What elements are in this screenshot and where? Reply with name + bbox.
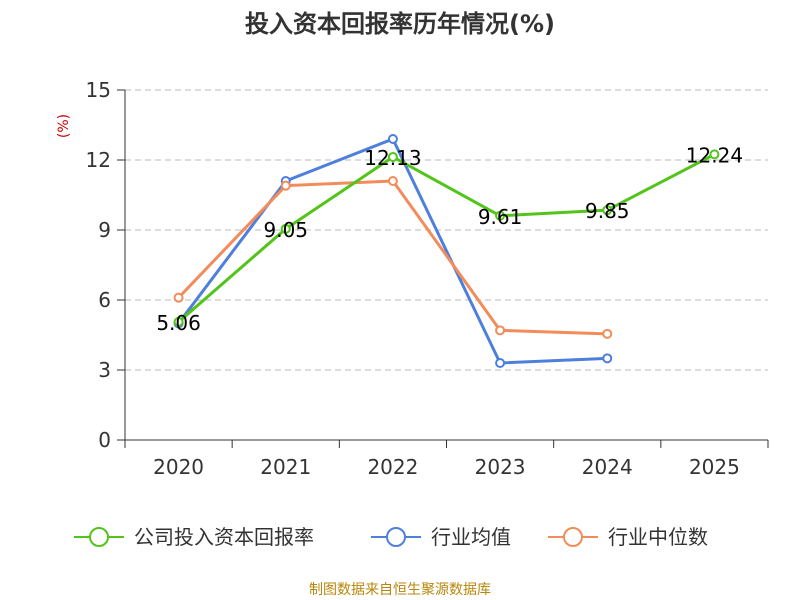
point-0-2022 bbox=[387, 151, 398, 162]
series-line-2 bbox=[177, 179, 608, 336]
point-2-2020 bbox=[173, 292, 184, 303]
point-0-2020 bbox=[173, 316, 184, 327]
x-tick-label-2023: 2023 bbox=[475, 455, 526, 479]
chart-title: 投入资本回报率历年情况(%) bbox=[245, 10, 555, 38]
y-tick-label: 0 bbox=[98, 428, 111, 452]
data-label-2020: 5.06 bbox=[156, 311, 201, 335]
y-axis-label: (%) bbox=[56, 114, 72, 138]
grid bbox=[125, 89, 768, 371]
x-tick-label-2022: 2022 bbox=[367, 455, 418, 479]
legend-marker-0 bbox=[89, 527, 109, 547]
point-0-2023 bbox=[495, 210, 506, 221]
x-ticks: 2020 2021 2022 2023 2024 2025 bbox=[124, 440, 769, 479]
point-1-2023 bbox=[495, 358, 506, 368]
series-lines bbox=[177, 137, 716, 365]
x-tick-label-2025: 2025 bbox=[689, 455, 740, 479]
point-1-2022 bbox=[387, 134, 398, 144]
point-2-2023 bbox=[495, 325, 506, 336]
x-tick-label-2020: 2020 bbox=[153, 455, 204, 479]
x-tick-label-2024: 2024 bbox=[582, 455, 633, 479]
point-0-2021 bbox=[280, 223, 291, 234]
y-ticks: 0 3 6 9 12 15 bbox=[86, 78, 125, 452]
data-label-2023: 9.61 bbox=[478, 205, 523, 229]
legend-label-0: 公司投入资本回报率 bbox=[134, 525, 314, 549]
legend-marker-1 bbox=[386, 527, 406, 547]
data-label-2021: 9.05 bbox=[263, 218, 308, 242]
series-line-1 bbox=[177, 137, 608, 365]
y-tick-label: 12 bbox=[86, 148, 111, 172]
point-2-2022 bbox=[387, 176, 398, 186]
y-tick-label: 15 bbox=[86, 78, 111, 102]
point-1-2024 bbox=[602, 353, 613, 364]
point-0-2024 bbox=[602, 205, 613, 216]
data-label-2022: 12.13 bbox=[364, 146, 421, 170]
point-0-2025 bbox=[709, 149, 720, 160]
y-tick-label: 3 bbox=[98, 358, 111, 382]
legend-label-2: 行业中位数 bbox=[608, 525, 708, 549]
y-tick-label: 6 bbox=[98, 288, 111, 312]
series-line-0 bbox=[177, 153, 716, 324]
data-labels: 5.06 9.05 12.13 9.61 9.85 12.24 bbox=[156, 143, 743, 335]
data-label-2025: 12.24 bbox=[686, 143, 743, 167]
legend: 公司投入资本回报率 行业均值 行业中位数 bbox=[74, 525, 708, 549]
point-2-2024 bbox=[602, 328, 613, 339]
data-label-2024: 9.85 bbox=[585, 199, 630, 223]
y-tick-label: 9 bbox=[98, 218, 111, 242]
source-note: 制图数据来自恒生聚源数据库 bbox=[309, 582, 491, 598]
x-tick-label-2021: 2021 bbox=[260, 455, 311, 479]
series-points bbox=[173, 134, 720, 368]
point-2-2021 bbox=[280, 180, 291, 191]
legend-label-1: 行业均值 bbox=[431, 525, 511, 549]
legend-marker-2 bbox=[563, 527, 583, 547]
